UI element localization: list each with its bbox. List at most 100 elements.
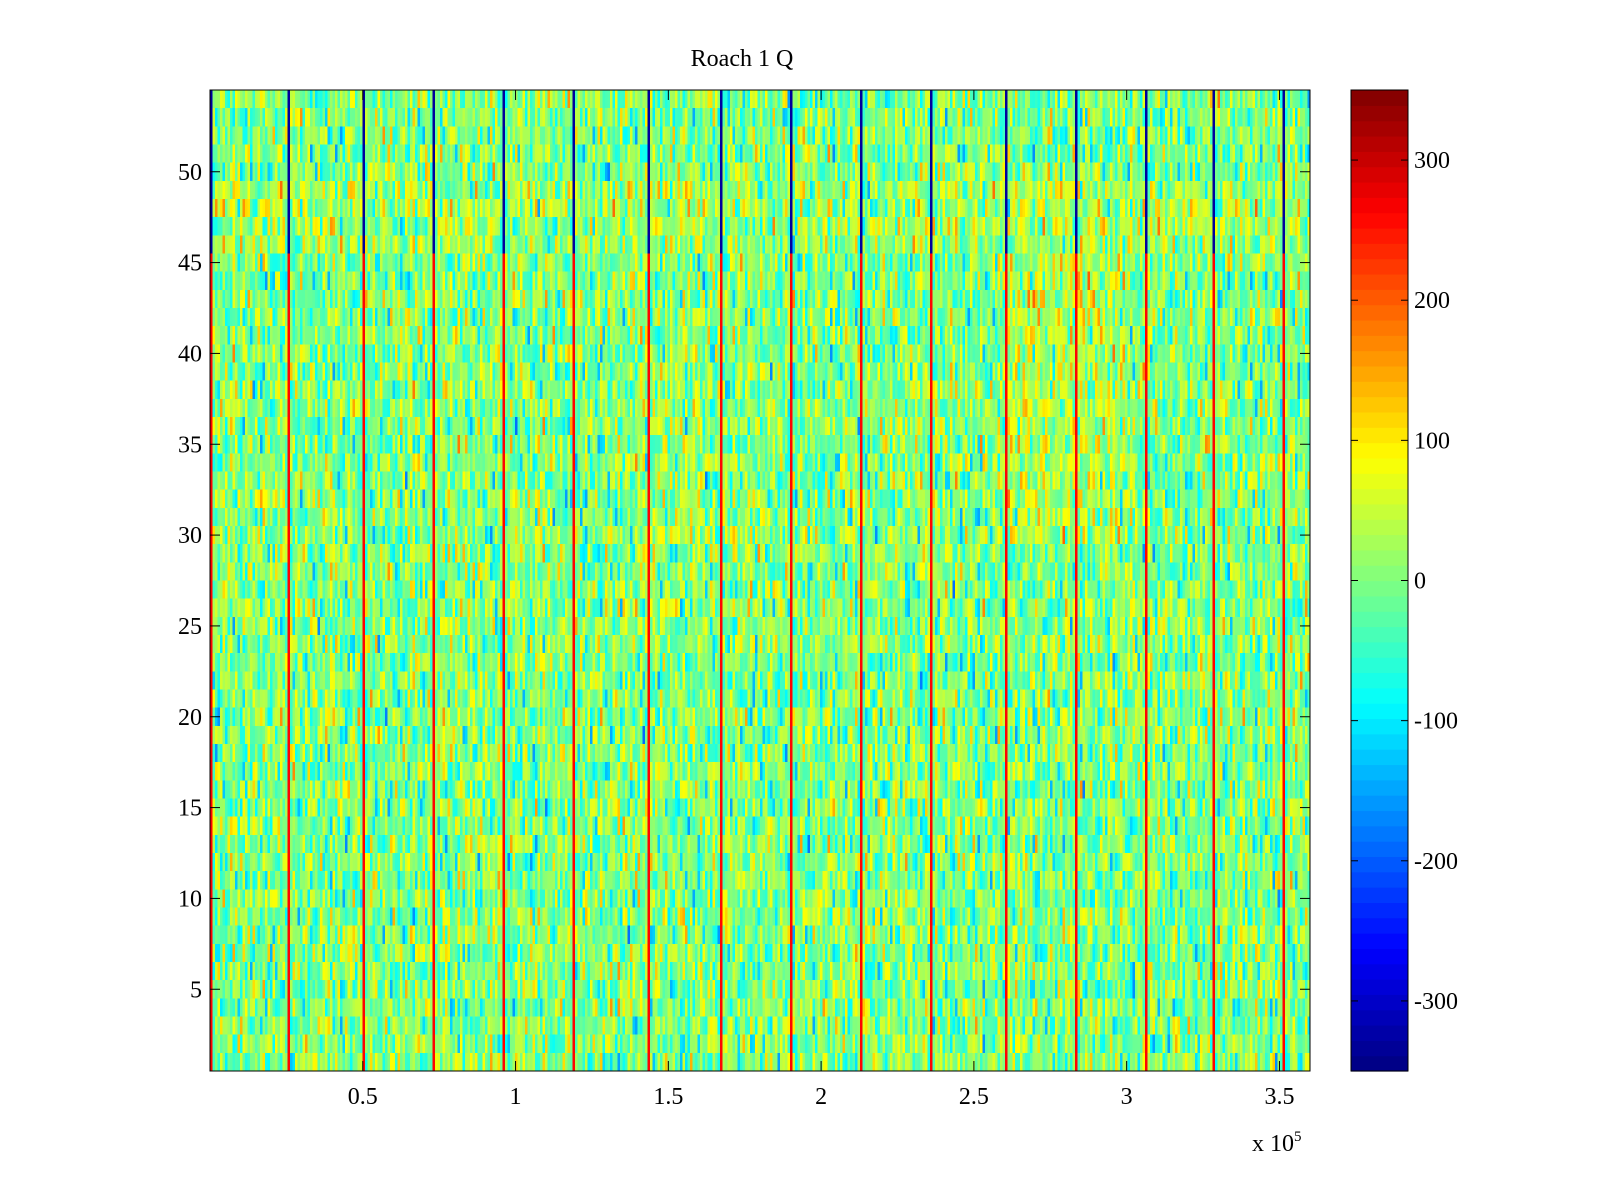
colorbar-segment [1351, 90, 1408, 106]
colorbar-tick-label: 100 [1414, 428, 1450, 454]
colorbar-segment [1351, 1009, 1408, 1026]
colorbar-segment [1351, 779, 1408, 796]
colorbar-segment [1351, 733, 1408, 750]
y-tick-label: 50 [178, 160, 202, 186]
x-tick-label: 3.5 [1264, 1084, 1294, 1110]
x-tick-label: 0.5 [348, 1084, 378, 1110]
colorbar-segment [1351, 335, 1408, 352]
heatmap-image [210, 90, 1310, 1071]
colorbar-axis: -300 -200 -100 0 100 200 300 [1351, 148, 1458, 1015]
colorbar-segment [1351, 825, 1408, 842]
colorbar-tick-label: -300 [1414, 989, 1458, 1015]
x-tick-label: 2 [815, 1084, 827, 1110]
colorbar-segment [1351, 166, 1408, 183]
colorbar-segment [1351, 197, 1408, 214]
colorbar-segment [1351, 488, 1408, 505]
x-exponent-power: 5 [1294, 1129, 1302, 1145]
colorbar-segment [1351, 258, 1408, 275]
colorbar-tick-label: 300 [1414, 148, 1450, 174]
colorbar-segment [1351, 871, 1408, 888]
colorbar-segment [1351, 749, 1408, 766]
chart-title: Roach 1 Q [691, 46, 794, 72]
colorbar-segment [1351, 902, 1408, 919]
colorbar-tick-label: 0 [1414, 569, 1426, 595]
x-exponent-base: x 10 [1252, 1131, 1294, 1157]
colorbar-segment [1351, 457, 1408, 474]
colorbar-tick-label: -100 [1414, 709, 1458, 735]
plot-frame [209, 89, 1311, 1072]
colorbar-segment [1351, 580, 1408, 597]
colorbar-segment [1351, 887, 1408, 903]
x-tick-label: 3 [1121, 1084, 1133, 1110]
colorbar-segment [1351, 641, 1408, 658]
colorbar-segment [1351, 687, 1408, 704]
colorbar-segment [1351, 534, 1408, 551]
colorbar-segment [1351, 595, 1408, 612]
colorbar-segment [1351, 856, 1408, 873]
colorbar-segment [1351, 243, 1408, 260]
colorbar-segment [1351, 289, 1408, 306]
colorbar-segment [1351, 120, 1408, 137]
x-tick-label: 2.5 [959, 1084, 989, 1110]
y-tick-label: 40 [178, 341, 202, 367]
y-tick-label: 25 [178, 614, 202, 640]
colorbar-segment [1351, 519, 1408, 536]
colorbar-segment [1351, 841, 1408, 858]
colorbar-segment [1351, 212, 1408, 229]
colorbar-segment [1351, 948, 1408, 965]
colorbar-segment [1351, 1055, 1408, 1072]
colorbar-segment [1351, 994, 1408, 1011]
y-tick-label: 15 [178, 796, 202, 822]
colorbar-segment [1351, 565, 1408, 582]
y-tick-label: 20 [178, 705, 202, 731]
colorbar-segment [1351, 703, 1408, 720]
colorbar-tick-label: 200 [1414, 288, 1450, 314]
colorbar-segment [1351, 227, 1408, 244]
colorbar-segment [1351, 718, 1408, 735]
colorbar-segment [1351, 427, 1408, 444]
colorbar-segment [1351, 105, 1408, 122]
heatmap-cells [210, 90, 1310, 1071]
colorbar-segment [1351, 135, 1408, 152]
y-tick-label: 45 [178, 251, 202, 277]
colorbar-segment [1351, 626, 1408, 643]
x-tick-label: 1.5 [653, 1084, 683, 1110]
colorbar-segment [1351, 672, 1408, 689]
colorbar-segment [1351, 963, 1408, 980]
colorbar-segment [1351, 396, 1408, 413]
y-axis: 5 10 15 20 25 30 35 40 45 50 [178, 160, 1310, 1003]
colorbar-segment [1351, 657, 1408, 674]
colorbar-segment [1351, 319, 1408, 336]
colorbar-segment [1351, 473, 1408, 490]
colorbar-segment [1351, 181, 1408, 198]
colorbar-segment [1351, 442, 1408, 459]
colorbar-segment [1351, 1025, 1408, 1041]
colorbar-segment [1351, 304, 1408, 321]
colorbar-segment [1351, 979, 1408, 995]
colorbar-segment [1351, 549, 1408, 566]
colorbar-segment [1351, 917, 1408, 934]
x-tick-label: 1 [510, 1084, 522, 1110]
colorbar-segment [1351, 933, 1408, 949]
colorbar-segment [1351, 411, 1408, 428]
colorbar-segment [1351, 273, 1408, 290]
colorbar-tick-label: -200 [1414, 849, 1458, 875]
colorbar [1351, 90, 1408, 1072]
y-tick-label: 35 [178, 432, 202, 458]
colorbar-segment [1351, 764, 1408, 781]
colorbar-segment [1351, 365, 1408, 382]
y-tick-label: 5 [190, 977, 202, 1003]
x-axis: 0.5 1 1.5 2 2.5 3 3.5 [348, 90, 1294, 1110]
x-exponent-label: x 105 [1252, 1129, 1302, 1157]
colorbar-segment [1351, 611, 1408, 628]
colorbar-segment [1351, 381, 1408, 398]
colorbar-segment [1351, 151, 1408, 168]
colorbar-segment [1351, 503, 1408, 520]
y-tick-label: 10 [178, 886, 202, 912]
colorbar-segment [1351, 1040, 1408, 1057]
colorbar-segment [1351, 810, 1408, 827]
y-tick-label: 30 [178, 523, 202, 549]
colorbar-segment [1351, 350, 1408, 367]
colorbar-segment [1351, 795, 1408, 812]
